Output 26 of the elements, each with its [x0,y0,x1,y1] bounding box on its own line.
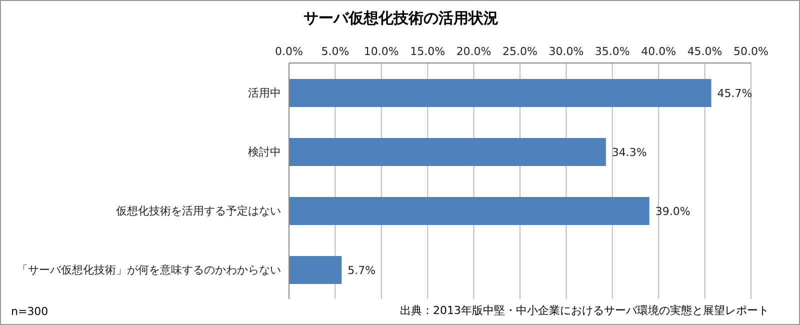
x-tick-label: 10.0% [364,45,399,58]
y-tick-label: 「サーバ仮想化技術」が何を意味するのかわからない [17,263,281,276]
bar [289,197,650,225]
x-tick-label: 25.0% [502,45,538,58]
data-label: 39.0% [655,205,690,218]
x-tick-label: 0.0% [275,45,303,58]
x-tick-label: 5.0% [321,45,350,58]
data-label: 5.7% [348,264,376,277]
x-tick-label: 50.0% [734,45,768,58]
x-tick-label: 15.0% [410,45,446,58]
x-tick-label: 45.0% [687,45,722,58]
chart-title: サーバ仮想化技術の活用状況 [302,9,500,28]
y-tick-label: 検討中 [248,145,281,158]
y-tick-label: 仮想化技術を活用する予定はない [116,204,281,218]
x-tick-label: 20.0% [456,45,492,58]
y-tick-label: 活用中 [248,86,281,100]
data-label: 34.3% [612,146,647,159]
data-label: 45.7% [717,87,752,100]
bar [289,256,342,284]
bar [289,138,606,166]
x-tick-label: 40.0% [641,45,676,58]
text: n=300 [11,305,48,318]
bar [289,79,712,107]
x-tick-label: 35.0% [594,45,630,58]
source-note: 出典：2013年版中堅・中小企業におけるサーバ環境の実態と展望レポート [400,303,769,318]
x-tick-label: 30.0% [548,45,584,58]
